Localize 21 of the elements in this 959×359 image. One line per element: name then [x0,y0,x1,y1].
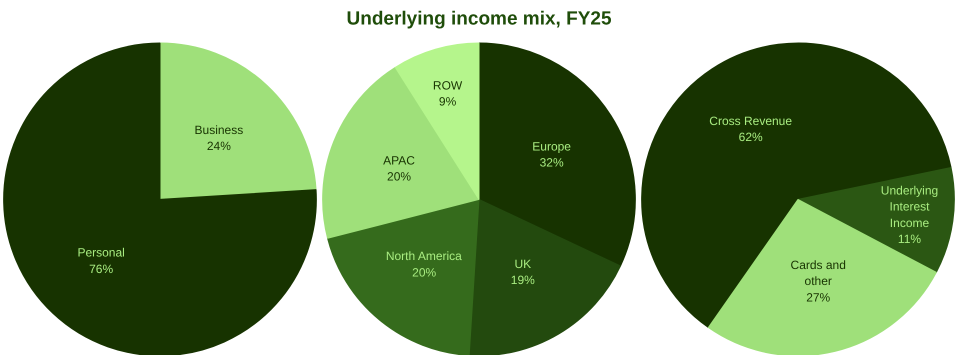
slice-label: Cross Revenue [709,114,792,128]
slice-label: Underlying Interest Income [880,184,938,230]
slice-label: UK [514,256,532,271]
slice-label: Europe [532,139,572,154]
data-label: 20% [412,265,437,280]
slice-label: ROW [432,78,463,93]
data-label: 19% [510,272,536,287]
data-label: 24% [206,139,232,154]
slice-label: North America [386,249,462,264]
slice-label: Cards and other [790,258,846,288]
data-label: 9% [438,94,457,109]
data-label: 27% [806,290,831,304]
data-label: 32% [540,155,564,170]
chart-title: Underlying income mix, FY25 [346,8,612,30]
data-label: 76% [89,262,114,276]
slice-label: Business [194,123,244,138]
slice-label: Personal [77,246,125,260]
data-label: 20% [387,169,412,184]
data-label: 11% [898,232,922,246]
slice-label: APAC [383,153,416,168]
data-label: 62% [738,130,763,144]
